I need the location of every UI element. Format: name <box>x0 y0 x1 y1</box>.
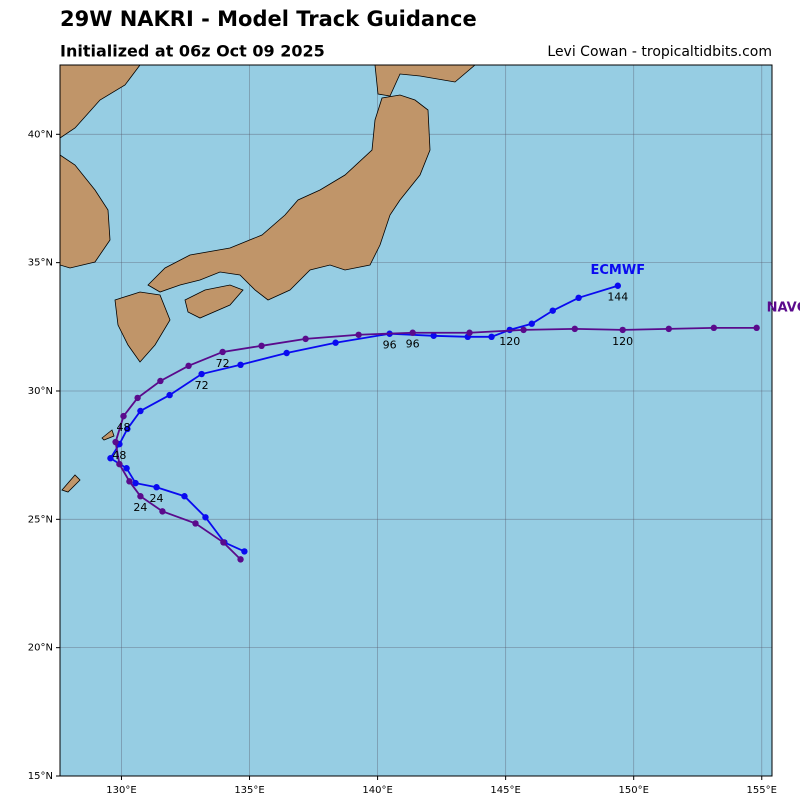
x-tick-label: 155°E <box>747 785 777 796</box>
track-point <box>181 493 188 500</box>
hour-label: 24 <box>133 501 147 514</box>
hour-label: 120 <box>499 335 520 348</box>
model-name: NAVGEM <box>767 300 800 315</box>
track-point <box>619 326 626 334</box>
track-point <box>571 325 578 333</box>
plot-frame <box>59 64 773 777</box>
y-tick-label: 20°N <box>28 643 53 654</box>
track-point <box>219 348 226 356</box>
track-point <box>123 465 130 472</box>
track-point <box>166 391 173 399</box>
track-point <box>355 331 362 338</box>
track-point <box>430 332 437 339</box>
track-point <box>153 484 160 491</box>
y-tick-label: 30°N <box>28 386 53 397</box>
track-point <box>137 493 144 500</box>
hour-label: 48 <box>117 421 131 434</box>
track-point <box>137 407 144 415</box>
track-point <box>710 324 718 332</box>
land <box>60 154 111 269</box>
land-layer <box>60 65 476 493</box>
track-point <box>614 282 622 289</box>
track-point <box>124 425 131 433</box>
ocean <box>60 65 772 776</box>
x-tick-label: 130°E <box>106 785 136 796</box>
land <box>374 65 476 97</box>
track-point <box>302 335 309 343</box>
hour-label: 72 <box>216 357 230 370</box>
track-point <box>488 333 495 341</box>
track-point <box>112 438 119 446</box>
hour-label: 120 <box>612 335 633 348</box>
track-point <box>283 349 290 357</box>
model-name: ECMWF <box>591 263 646 278</box>
land <box>60 65 141 139</box>
title: 29W NAKRI - Model Track Guidance <box>60 7 477 31</box>
track-line <box>114 326 757 561</box>
subtitle: Initialized at 06z Oct 09 2025 <box>60 42 325 61</box>
x-tick-label: 140°E <box>362 785 392 796</box>
x-tick-label: 145°E <box>490 785 520 796</box>
land <box>147 94 431 301</box>
track-point <box>220 539 227 546</box>
track-point <box>241 548 248 555</box>
hour-label: 24 <box>150 492 164 505</box>
track-point <box>134 394 141 402</box>
hour-label: 48 <box>112 449 126 462</box>
credit: Levi Cowan - tropicaltidbits.com <box>547 44 772 60</box>
track-point <box>157 377 164 385</box>
track-point <box>237 556 244 563</box>
y-tick-label: 40°N <box>28 129 53 140</box>
track-point <box>185 362 192 370</box>
track-point <box>332 339 339 346</box>
track-point <box>116 460 123 468</box>
land <box>114 291 171 363</box>
track-point <box>120 412 127 420</box>
track-point <box>549 307 556 314</box>
y-tick-label: 35°N <box>28 258 53 269</box>
land <box>184 284 244 319</box>
track-point <box>237 361 244 369</box>
y-tick-label: 15°N <box>28 771 53 782</box>
track-point <box>202 514 209 521</box>
x-tick-label: 135°E <box>234 785 264 796</box>
track-point <box>520 326 527 334</box>
hour-label: 144 <box>607 291 628 304</box>
x-tick-label: 150°E <box>618 785 648 796</box>
land <box>61 474 81 493</box>
track-point <box>198 370 205 378</box>
track-point <box>753 324 760 332</box>
tracks <box>107 282 760 563</box>
track-point <box>409 329 416 336</box>
hour-label: 96 <box>406 338 420 351</box>
track-point <box>528 320 535 327</box>
track-point <box>466 329 473 336</box>
hour-label: 96 <box>383 339 397 352</box>
land <box>101 429 115 441</box>
track-point <box>575 294 582 302</box>
track-point <box>192 520 199 527</box>
track-point <box>258 342 265 350</box>
track-point <box>665 325 672 333</box>
labels: 130°E 135°E 140°E 145°E 150°E 155°E 15°N 20°N 25… <box>28 129 800 796</box>
track-point <box>159 508 166 515</box>
track-point <box>107 455 114 462</box>
track-point <box>132 479 139 487</box>
y-tick-label: 25°N <box>28 514 53 525</box>
track-point <box>126 478 133 485</box>
hour-label: 72 <box>195 379 209 392</box>
